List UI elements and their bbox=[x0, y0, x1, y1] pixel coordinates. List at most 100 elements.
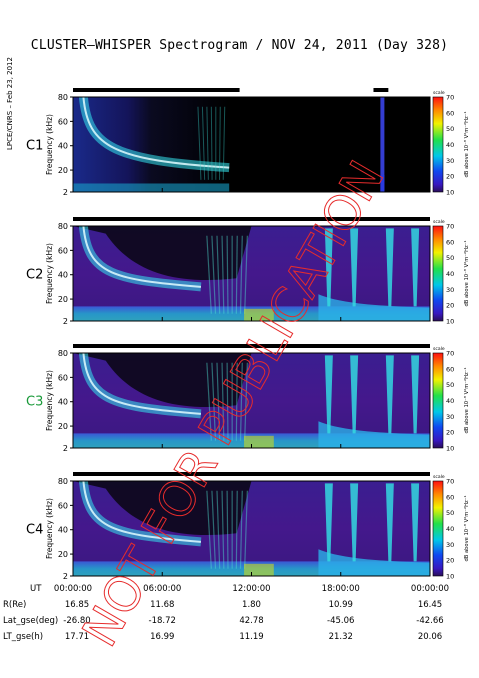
coverage-bar bbox=[373, 88, 389, 92]
y-tick-label: 60 bbox=[58, 501, 68, 510]
vertical-burst bbox=[385, 483, 394, 562]
coverage-bar bbox=[73, 88, 240, 92]
y-tick-label: 20 bbox=[58, 166, 68, 175]
plasma-line bbox=[82, 352, 202, 415]
wave-stripe bbox=[244, 235, 248, 314]
ephemeris-value: -26.80 bbox=[63, 616, 90, 626]
colorbar-tick-label: 70 bbox=[446, 94, 454, 102]
wave-stripe bbox=[206, 106, 209, 180]
colorbar-tick-label: 40 bbox=[446, 525, 454, 533]
ephemeris-label: LT_gse(h) bbox=[3, 632, 43, 642]
colorbar-tick-label: 10 bbox=[446, 445, 454, 453]
y-tick-label: 2 bbox=[63, 188, 68, 197]
wave-stripe bbox=[226, 490, 229, 569]
vertical-burst bbox=[385, 228, 394, 307]
time-axis: 00:00:00 06:00:00 12:00:00 18:00:00 00:00:00 bbox=[54, 584, 449, 594]
panel-c1: 80 60 40 20 2 Frequency (kHz)C1 scale 70 60 50 40 3… bbox=[26, 88, 470, 197]
ephemeris-value: 16.85 bbox=[65, 600, 89, 610]
y-tick-label: 80 bbox=[58, 222, 68, 231]
lowfreq-band bbox=[73, 183, 230, 192]
plasma-line bbox=[82, 225, 202, 288]
wave-stripe bbox=[235, 235, 238, 314]
colorbar-unit-label: dB above 10⁻⁸ V²m⁻²Hz⁻¹ bbox=[464, 240, 470, 306]
panel-c4: 80 60 40 20 2 Frequency (kHz)C4 scale 70 60 50 40 3… bbox=[26, 472, 470, 581]
y-tick-label: 40 bbox=[58, 271, 68, 280]
y-tick-label: 60 bbox=[58, 117, 68, 126]
noon-burst bbox=[244, 563, 274, 576]
y-tick-label: 40 bbox=[58, 142, 68, 151]
wave-stripe bbox=[221, 235, 225, 314]
wave-stripe bbox=[239, 235, 243, 314]
colorbar-scale-label: scale bbox=[433, 219, 445, 225]
plasma-line bbox=[82, 480, 202, 543]
ephemeris-value: 21.32 bbox=[329, 632, 353, 642]
y-tick-label: 40 bbox=[58, 398, 68, 407]
wave-stripe bbox=[206, 362, 212, 441]
colorbar-tick-label: 10 bbox=[446, 189, 454, 197]
y-tick-label: 20 bbox=[58, 295, 68, 304]
wave-stripe bbox=[235, 490, 238, 569]
vertical-burst bbox=[324, 355, 333, 434]
spacecraft-label: C4 bbox=[26, 523, 43, 538]
time-tick-label: 00:00:00 bbox=[54, 584, 92, 594]
wave-stripe bbox=[211, 362, 217, 441]
colorbar-tick-label: 20 bbox=[446, 302, 454, 310]
active-interval bbox=[73, 97, 230, 192]
wave-stripe bbox=[206, 490, 212, 569]
ephemeris-value: 20.06 bbox=[418, 632, 442, 642]
colorbar-tick-label: 20 bbox=[446, 557, 454, 565]
lowfreq-swell bbox=[318, 294, 430, 321]
vertical-burst bbox=[411, 228, 420, 307]
spacecraft-label: C1 bbox=[26, 139, 43, 154]
wave-stripe bbox=[216, 235, 221, 314]
ephemeris-value: -18.72 bbox=[149, 616, 176, 626]
ephemeris-value: 42.78 bbox=[239, 616, 263, 626]
ephemeris-table: UT R(Re) Lat_gse(deg) LT_gse(h) 16.85 11.68 1.… bbox=[3, 584, 444, 642]
ephemeris-value: -45.06 bbox=[327, 616, 354, 626]
wave-stripe bbox=[210, 106, 213, 180]
lowfreq-swell bbox=[318, 549, 430, 576]
colorbar-tick-label: 20 bbox=[446, 429, 454, 437]
wave-stripe bbox=[216, 362, 221, 441]
colorbar-tick-label: 70 bbox=[446, 350, 454, 358]
wave-stripe bbox=[216, 490, 221, 569]
wave-stripe bbox=[235, 362, 238, 441]
wave-stripe bbox=[201, 106, 206, 180]
y-tick-label: 40 bbox=[58, 526, 68, 535]
wave-stripe bbox=[244, 490, 248, 569]
wave-stripe bbox=[221, 362, 225, 441]
colorbar-tick-label: 30 bbox=[446, 413, 454, 421]
colorbar-scale-label: scale bbox=[433, 346, 445, 352]
y-tick-label: 2 bbox=[63, 444, 68, 453]
y-tick-label: 80 bbox=[58, 349, 68, 358]
cutoff-region bbox=[73, 481, 252, 536]
colorbar-tick-label: 10 bbox=[446, 573, 454, 581]
plasma-line bbox=[82, 96, 230, 169]
colorbar-tick-label: 70 bbox=[446, 478, 454, 486]
colorbar-tick-label: 20 bbox=[446, 173, 454, 181]
y-axis-label: Frequency (kHz) bbox=[45, 498, 54, 559]
ephemeris-value: 10.99 bbox=[329, 600, 353, 610]
wave-stripe bbox=[211, 235, 217, 314]
vertical-burst bbox=[411, 355, 420, 434]
colorbar-unit-label: dB above 10⁻⁸ V²m⁻²Hz⁻¹ bbox=[464, 495, 470, 561]
colorbar bbox=[432, 225, 444, 322]
wave-stripe bbox=[222, 106, 226, 180]
ephemeris-label: UT bbox=[30, 584, 42, 594]
wave-stripe bbox=[239, 362, 243, 441]
wave-stripe bbox=[244, 362, 248, 441]
ephemeris-value: 17.71 bbox=[65, 632, 89, 642]
colorbar-unit-label: dB above 10⁻⁸ V²m⁻²Hz⁻¹ bbox=[464, 367, 470, 433]
colorbar bbox=[432, 480, 444, 577]
noon-burst bbox=[244, 435, 274, 448]
colorbar-tick-label: 10 bbox=[446, 318, 454, 326]
ephemeris-value: 11.19 bbox=[239, 632, 263, 642]
y-tick-label: 60 bbox=[58, 246, 68, 255]
spacecraft-label: C2 bbox=[26, 268, 43, 283]
vertical-burst bbox=[350, 355, 359, 434]
wave-stripe bbox=[206, 235, 212, 314]
panel-c3: 80 60 40 20 2 Frequency (kHz)C3 scale 70 60 50 40 3… bbox=[26, 344, 470, 453]
y-tick-label: 80 bbox=[58, 93, 68, 102]
colorbar-tick-label: 60 bbox=[446, 238, 454, 246]
colorbar-tick-label: 40 bbox=[446, 141, 454, 149]
